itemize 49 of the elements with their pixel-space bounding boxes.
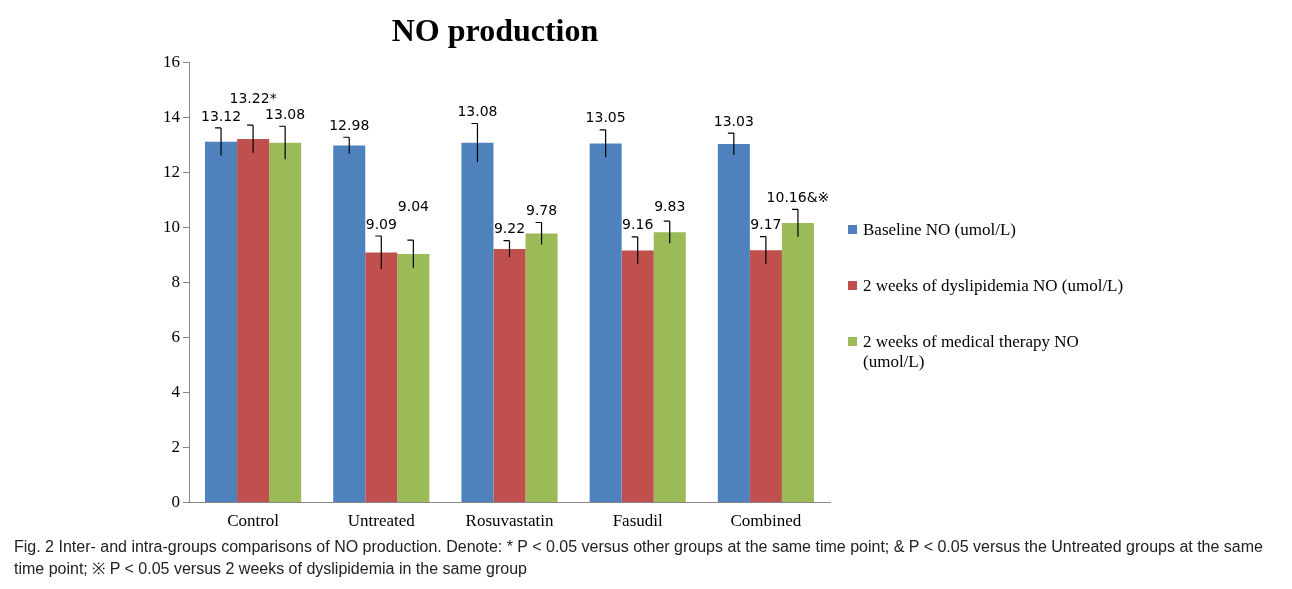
bar — [621, 250, 654, 503]
bar — [333, 145, 366, 503]
y-tick-label: 10 — [163, 216, 180, 236]
data-label: 9.17 — [750, 216, 782, 233]
data-label: 13.12 — [201, 107, 242, 124]
data-label: 10.16&※ — [766, 188, 830, 205]
bar — [589, 143, 622, 503]
caption: Fig. 2 Inter- and intra-groups comparisons of NO production. Denote: * P < 0.05 versus other groups at the same time point; & P < 0.05 versus the Untreated groups at the same time point; ※ P < 0.05 versus 2 weeks of dyslipidemia in the same group — [14, 537, 1264, 579]
chart-title: NO production — [391, 12, 599, 49]
legend-label: Baseline NO (umol/L) — [863, 220, 1016, 240]
data-label: 13.22* — [229, 89, 277, 106]
bar — [269, 142, 302, 503]
y-tick-label: 4 — [171, 382, 181, 402]
x-tick-label: Combined — [730, 511, 802, 531]
bar — [749, 250, 782, 503]
data-label: 13.05 — [585, 109, 626, 126]
data-label: 13.08 — [457, 103, 498, 120]
bar — [397, 253, 430, 503]
y-tick-label: 0 — [171, 492, 180, 512]
bar — [653, 232, 686, 503]
y-tick-label: 8 — [171, 271, 180, 291]
data-label: 13.08 — [265, 105, 306, 122]
bar — [493, 248, 526, 503]
bar — [365, 252, 398, 503]
data-label: 9.09 — [365, 215, 397, 232]
bar — [461, 142, 494, 503]
bar — [781, 223, 814, 503]
y-tick-label: 16 — [163, 51, 180, 71]
x-tick-label: Control — [227, 511, 280, 531]
y-tick-label: 6 — [171, 326, 180, 346]
data-label: 9.22 — [493, 220, 526, 237]
data-label: 9.16 — [622, 216, 654, 233]
x-tick-label: Fasudil — [612, 511, 664, 531]
x-tick-label: Untreated — [347, 511, 416, 531]
data-label: 9.78 — [525, 202, 558, 219]
data-label: 9.83 — [654, 198, 686, 215]
y-tick-label: 14 — [163, 106, 181, 126]
data-label: 9.04 — [397, 197, 430, 214]
bar — [205, 141, 238, 503]
bar — [237, 138, 270, 503]
data-label: 13.03 — [713, 112, 754, 129]
data-label: 12.98 — [329, 116, 370, 133]
y-tick-label: 2 — [171, 437, 180, 457]
x-tick-label: Rosuvastatin — [465, 511, 554, 531]
legend-label: 2 weeks of medical therapy NO (umol/L) — [863, 332, 1080, 372]
bar — [717, 144, 750, 503]
bar — [525, 233, 558, 503]
y-tick-label: 12 — [163, 161, 180, 181]
legend-label: 2 weeks of dyslipidemia NO (umol/L) — [863, 276, 1124, 296]
